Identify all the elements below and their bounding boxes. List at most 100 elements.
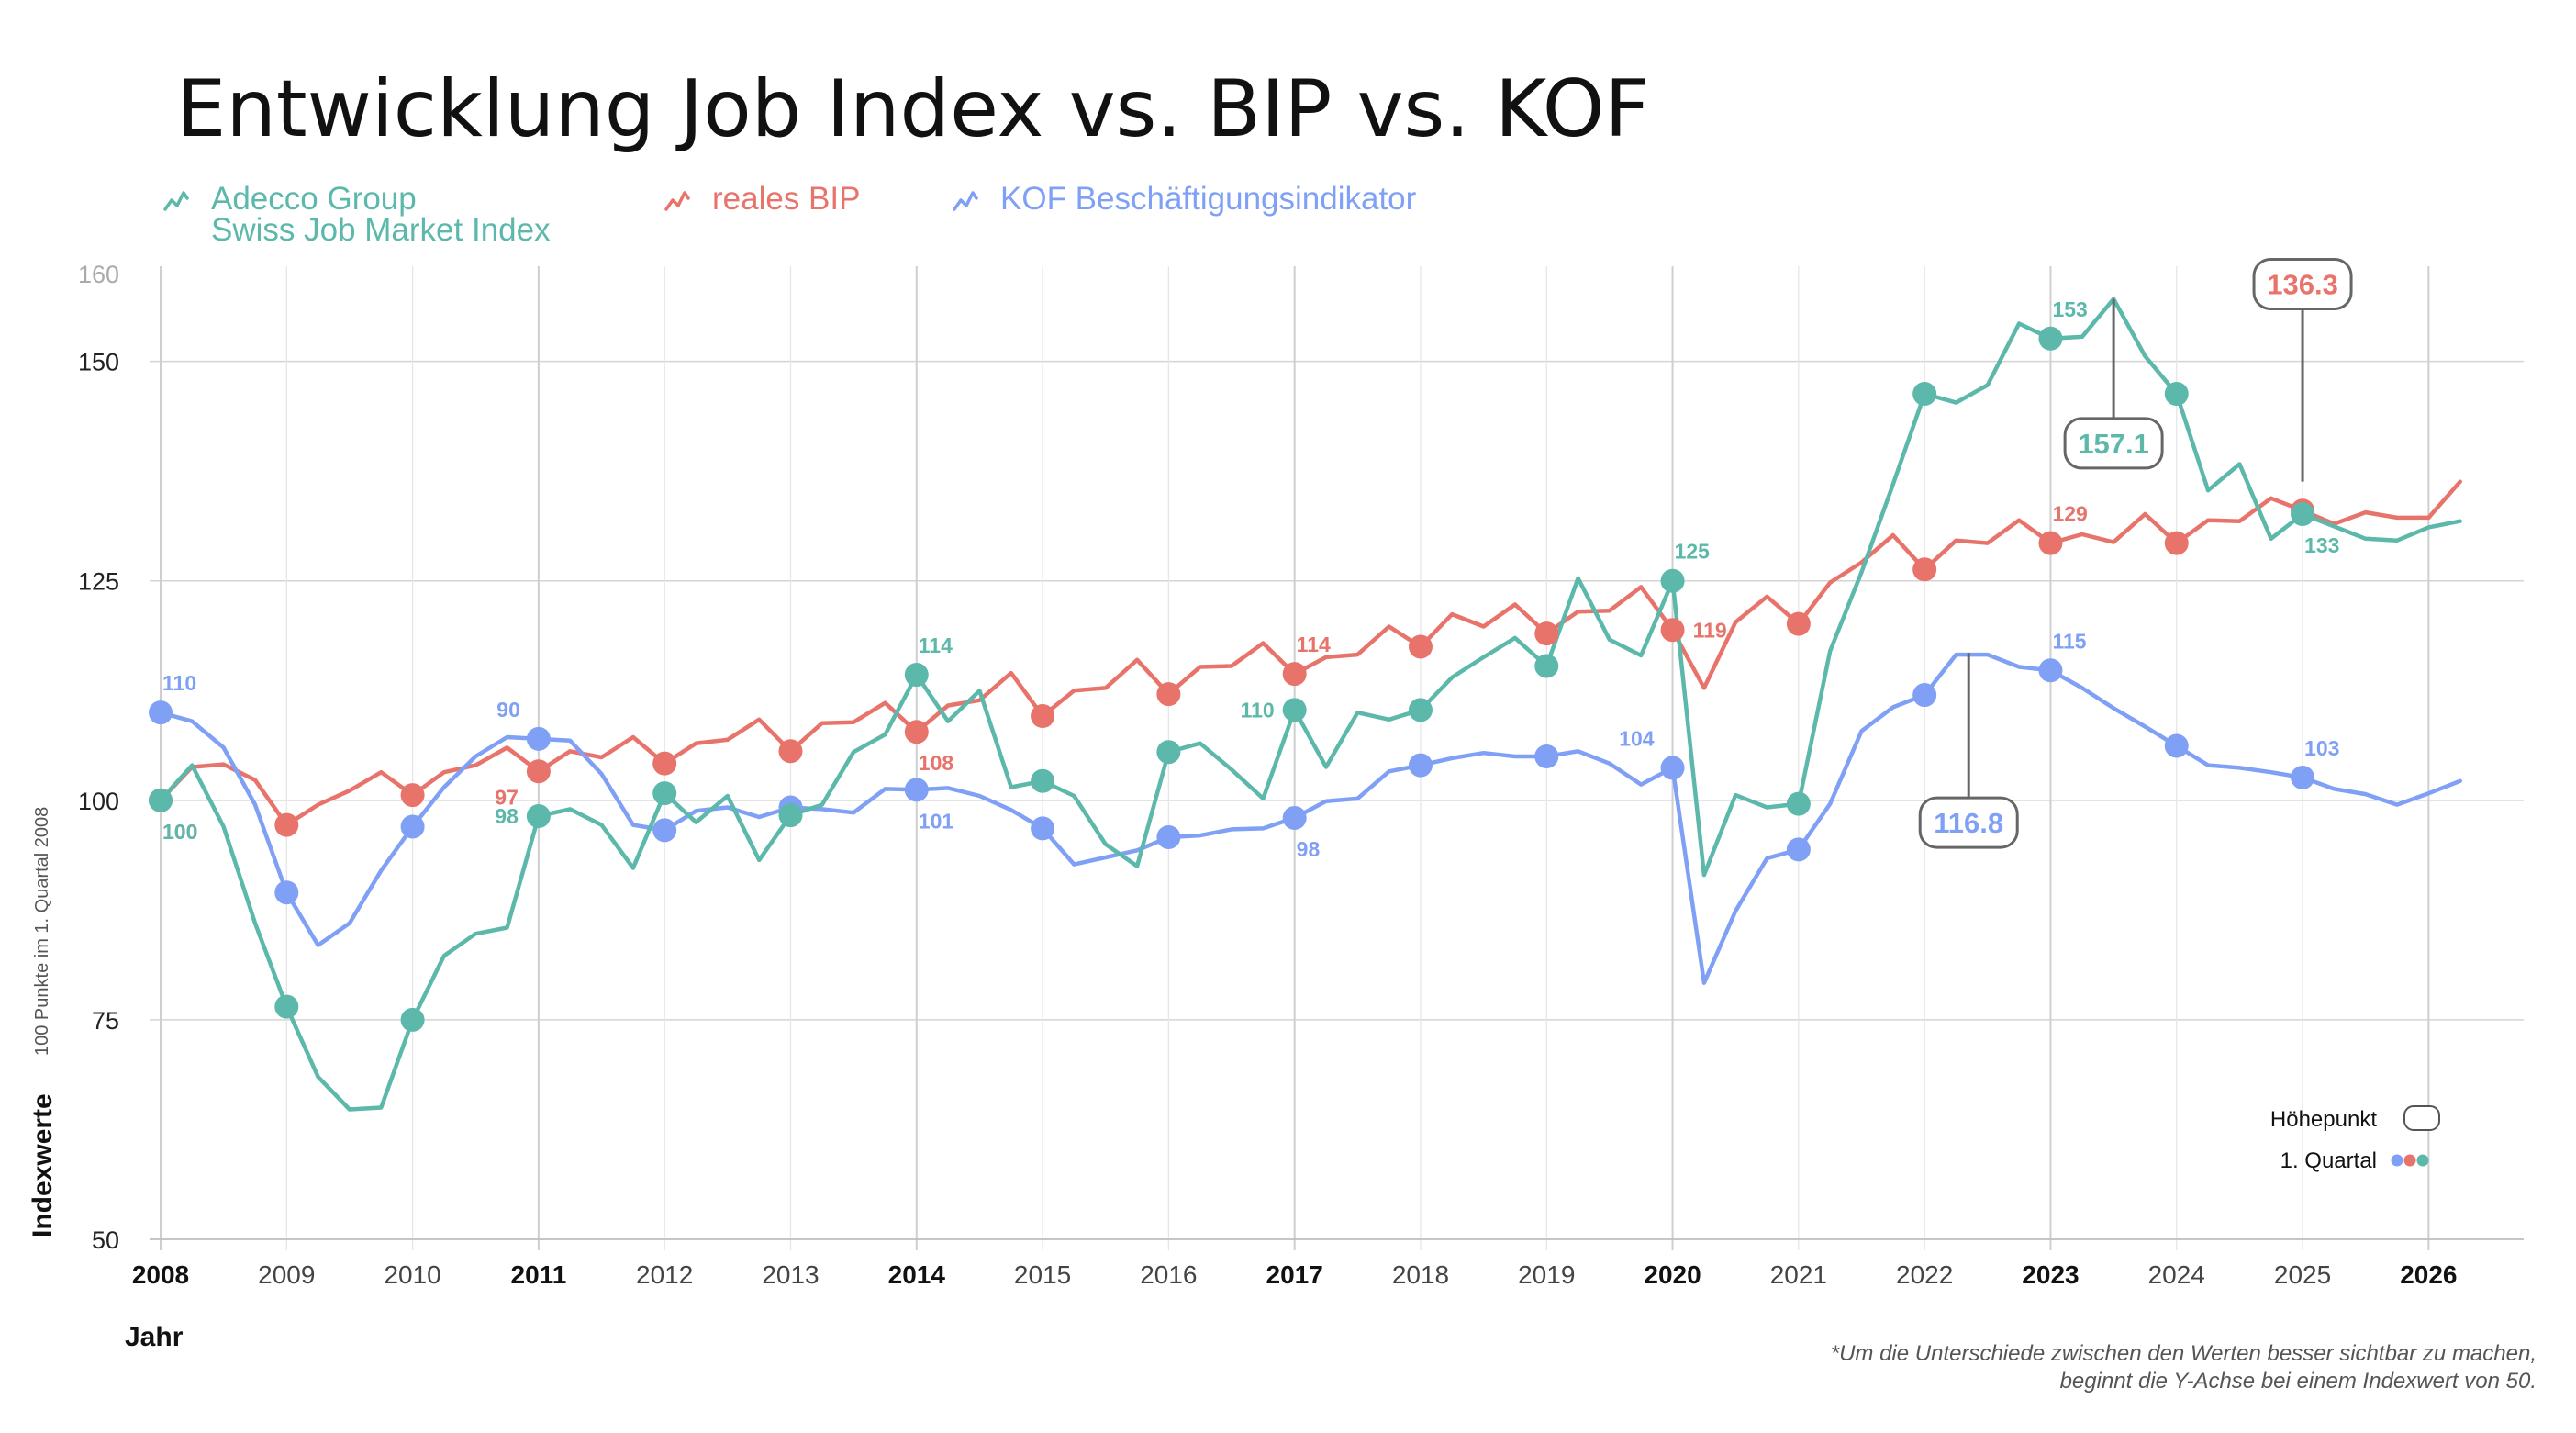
marker-kof — [2038, 658, 2063, 683]
marker-bip — [1534, 621, 1559, 646]
marker-bip — [274, 812, 299, 837]
y-axis-ticks: 160 150 125 100 75 50 — [78, 261, 119, 1254]
marker-adecco — [2291, 502, 2315, 527]
legend-quarter-label: 1. Quartal — [2280, 1148, 2377, 1173]
marker-kof — [1282, 805, 1307, 830]
legend-label-kof: KOF Beschäftigungsindikator — [1000, 181, 1417, 217]
marker-adecco — [1031, 768, 1055, 793]
marker-label-bip: 97 — [495, 785, 519, 809]
marker-adecco — [2038, 326, 2063, 351]
legend-label-bip: reales BIP — [712, 181, 860, 217]
x-tick-label: 2024 — [2148, 1260, 2205, 1289]
marker-label-kof: 110 — [162, 671, 196, 695]
y-tick-label: 50 — [92, 1226, 119, 1254]
marker-kof — [1660, 756, 1685, 780]
marker-kof — [274, 880, 299, 905]
y-tick-label: 75 — [92, 1007, 119, 1035]
marker-label-kof: 98 — [1297, 837, 1321, 861]
marker-kof — [1031, 816, 1055, 841]
marker-kof — [400, 814, 425, 839]
marker-kof — [1912, 683, 1937, 708]
marker-label-kof: 101 — [919, 809, 954, 833]
marker-label-kof: 90 — [496, 698, 520, 722]
y-tick-label: 125 — [78, 568, 119, 596]
x-tick-label: 2019 — [1518, 1260, 1575, 1289]
legend-quarter-dot — [2391, 1154, 2403, 1167]
y-tick-label: 160 — [78, 261, 119, 288]
marker-label-kof: 104 — [1619, 726, 1655, 750]
x-tick-label: 2008 — [132, 1260, 189, 1289]
peak-box-bip — [2252, 257, 2353, 310]
marker-bip — [2164, 531, 2189, 555]
grid — [150, 266, 2524, 1250]
y-tick-label: 100 — [78, 788, 119, 815]
chart-title: Entwicklung Job Index vs. BIP vs. KOF — [176, 63, 1650, 155]
marker-adecco — [904, 663, 929, 688]
legend-box: Höhepunkt 1. Quartal — [2270, 1105, 2440, 1173]
marker-kof — [1408, 753, 1433, 778]
x-tick-label: 2009 — [258, 1260, 315, 1289]
footnote-line-2: beginnt die Y-Achse bei einem Indexwert … — [2060, 1369, 2537, 1394]
marker-bip — [652, 751, 677, 776]
x-tick-label: 2017 — [1266, 1260, 1323, 1289]
x-tick-label: 2025 — [2274, 1260, 2331, 1289]
peak-callouts: 157.1 136.3 116.8 — [1918, 257, 2353, 849]
x-tick-label: 2015 — [1014, 1260, 1071, 1289]
marker-bip — [1660, 618, 1685, 643]
marker-bip — [1408, 634, 1433, 659]
marker-adecco — [1408, 698, 1433, 722]
x-tick-label: 2014 — [888, 1260, 946, 1289]
marker-labels: 1009710811411912911090101981041151031009… — [162, 297, 2339, 861]
footnote-line-1: *Um die Unterschiede zwischen den Werten… — [1831, 1341, 2537, 1366]
marker-label-adecco: 114 — [919, 633, 953, 657]
marker-kof — [1156, 824, 1181, 849]
marker-bip — [1912, 557, 1937, 582]
marker-bip — [1786, 611, 1811, 636]
legend-quarter-dot — [2403, 1154, 2416, 1167]
marker-adecco — [1282, 698, 1307, 722]
marker-adecco — [652, 781, 677, 806]
marker-kof — [1786, 837, 1811, 862]
x-tick-label: 2020 — [1644, 1260, 1701, 1289]
marker-kof — [2164, 733, 2189, 758]
x-tick-label: 2021 — [1770, 1260, 1827, 1289]
legend-label-adecco: Adecco Group Swiss Job Market Index — [211, 181, 551, 248]
x-tick-label: 2010 — [384, 1260, 440, 1289]
marker-kof — [652, 818, 677, 843]
legend-peak-swatch — [2403, 1105, 2440, 1131]
y-axis-label: Indexwerte — [28, 1093, 58, 1237]
marker-label-bip: 100 — [162, 820, 197, 844]
marker-label-bip: 119 — [1693, 618, 1727, 642]
x-tick-label: 2012 — [636, 1260, 693, 1289]
marker-adecco — [2164, 382, 2189, 407]
x-tick-label: 2011 — [511, 1260, 567, 1289]
marker-bip — [400, 783, 425, 808]
marker-label-adecco: 110 — [1241, 698, 1275, 722]
marker-adecco — [526, 804, 551, 829]
marker-label-bip: 108 — [919, 751, 954, 775]
marker-adecco — [1786, 791, 1811, 816]
marker-bip — [526, 759, 551, 784]
marker-label-adecco: 125 — [1675, 540, 1711, 564]
x-axis-ticks: 2008 2009 2010 2011 2012 2013 2014 2015 2016 2017… — [132, 1260, 2458, 1289]
marker-bip — [1156, 682, 1181, 707]
legend-swatch-adecco — [163, 191, 189, 211]
marker-adecco — [1156, 740, 1181, 765]
marker-adecco — [1660, 568, 1685, 593]
x-tick-label: 2023 — [2022, 1260, 2079, 1289]
marker-label-adecco: 133 — [2304, 533, 2339, 557]
y-axis-sublabel: 100 Punkte im 1. Quartal 2008 — [32, 807, 52, 1056]
marker-kof — [149, 700, 173, 725]
y-tick-label: 150 — [78, 349, 119, 376]
marker-adecco — [274, 994, 299, 1019]
marker-label-adecco: 100 — [162, 820, 197, 844]
marker-bip — [1031, 704, 1055, 729]
marker-kof — [526, 726, 551, 751]
marker-bip — [1282, 662, 1307, 687]
peak-box-kof — [1918, 796, 2019, 849]
x-axis-label: Jahr — [125, 1322, 184, 1352]
x-tick-label: 2016 — [1140, 1260, 1197, 1289]
peak-label-bip: 136.3 — [2267, 268, 2338, 300]
marker-label-kof: 103 — [2304, 736, 2339, 760]
